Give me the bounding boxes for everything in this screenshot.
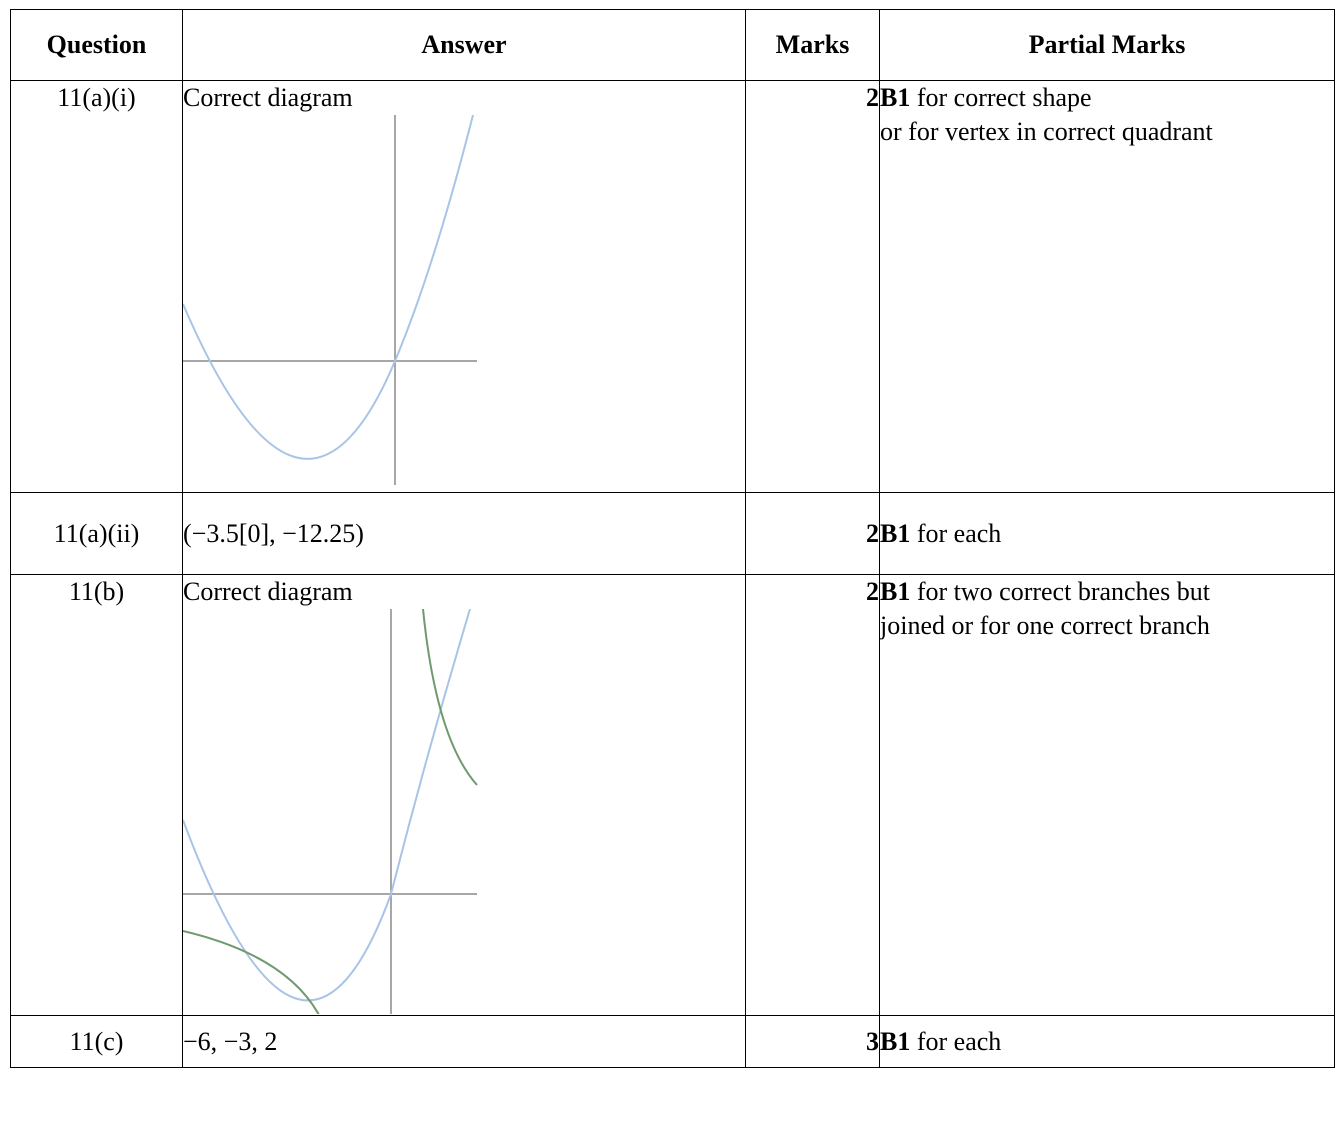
partial-text-line2: joined or for one correct branch [880,611,1210,640]
hyperbola-lower-branch [183,930,320,1014]
answer-cell: −6, −3, 2 [182,1015,746,1068]
answer-cell: Correct diagram [182,80,746,493]
answer-cell: Correct diagram [182,574,746,1016]
header-marks: Marks [745,9,880,81]
table-row: 11(c) −6, −3, 2 3 B1 for each [10,1015,1335,1068]
question-cell: 11(a)(ii) [10,492,183,575]
partial-text: for two correct branches but [910,577,1210,606]
mark-scheme-table: Question Answer Marks Partial Marks 11(a… [10,9,1335,1068]
parabola-graph [183,115,477,485]
answer-text: Correct diagram [183,577,353,606]
marks-cell: 3 [745,1015,880,1068]
partial-marks-cell: B1 for correct shape or for vertex in co… [879,80,1335,493]
parabola-curve [183,609,471,1002]
partial-text-line2: or for vertex in correct quadrant [880,117,1213,146]
marks-cell: 2 [745,492,880,575]
partial-text: for correct shape [910,83,1092,112]
partial-marks-cell: B1 for each [879,1015,1335,1068]
partial-bold: B1 [880,1026,911,1056]
table-row: 11(a)(i) Correct diagram 2 B1 for correc… [10,80,1335,493]
table-row: 11(a)(ii) (−3.5[0], −12.25) 2 B1 for eac… [10,492,1335,575]
header-answer: Answer [182,9,746,81]
partial-bold: B1 [880,83,911,112]
header-row: Question Answer Marks Partial Marks [10,9,1335,81]
answer-cell: (−3.5[0], −12.25) [182,492,746,575]
header-partial-marks: Partial Marks [879,9,1335,81]
partial-bold: B1 [880,577,911,606]
question-cell: 11(c) [10,1015,183,1068]
marks-cell: 2 [745,80,880,493]
parabola-hyperbola-graph [183,609,478,1014]
partial-text: for each [910,1026,1002,1056]
header-question: Question [10,9,183,81]
partial-marks-cell: B1 for two correct branches but joined o… [879,574,1335,1016]
question-cell: 11(b) [10,574,183,1016]
partial-text: for each [910,518,1002,548]
table-row: 11(b) Correct diagram 2 B1 for two corre… [10,574,1335,1016]
answer-text: Correct diagram [183,83,353,112]
partial-bold: B1 [880,518,911,548]
parabola-curve [183,115,474,460]
hyperbola-upper-branch [422,609,478,786]
question-cell: 11(a)(i) [10,80,183,493]
marks-cell: 2 [745,574,880,1016]
partial-marks-cell: B1 for each [879,492,1335,575]
